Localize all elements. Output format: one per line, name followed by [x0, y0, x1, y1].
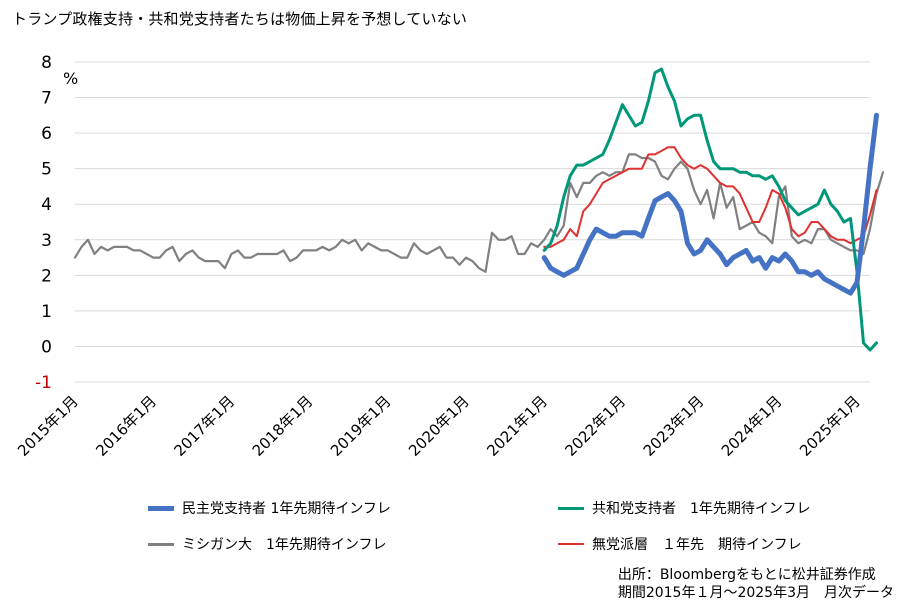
chart-title: トランプ政権支持・共和党支持者たちは物価上昇を予想していない	[12, 10, 468, 28]
source-line-1: 出所：Bloombergをもとに松井証券作成	[617, 567, 876, 583]
x-tick-label: 2018年1月	[249, 392, 317, 460]
legend-label-democrat: 民主党支持者 1年先期待インフレ	[182, 501, 391, 517]
x-tick-label: 2025年1月	[796, 392, 864, 460]
y-tick-label: 1	[41, 302, 52, 322]
x-tick-label: 2024年1月	[718, 392, 786, 460]
x-tick-label: 2020年1月	[405, 392, 473, 460]
y-tick-label: 4	[41, 195, 52, 215]
y-tick-label: 2	[41, 266, 52, 286]
legend-label-independent: 無党派層 １年先 期待インフレ	[592, 537, 802, 553]
x-tick-label: 2017年1月	[171, 392, 239, 460]
series-lines	[73, 67, 885, 352]
legend-item-independent: 無党派層 １年先 期待インフレ	[558, 534, 802, 554]
x-axis-ticks: 2015年1月 2016年1月 2017年1月 2018年1月 2019年1月 2020年…	[14, 392, 864, 460]
gridlines	[75, 61, 870, 383]
series-line-republican	[542, 67, 878, 352]
y-tick-label: 6	[41, 124, 52, 144]
legend-label-michigan: ミシガン大 1年先期待インフレ	[182, 537, 387, 553]
series-line-democrat	[541, 112, 879, 296]
y-tick-label: 5	[41, 160, 52, 180]
x-tick-label: 2021年1月	[483, 392, 551, 460]
source-line-2: 期間2015年１月～2025年3月 月次データ	[617, 585, 894, 601]
legend-swatch-michigan	[148, 542, 174, 546]
y-tick-label: 8	[41, 53, 52, 73]
legend-label-republican: 共和党支持者 1年先期待インフレ	[592, 501, 811, 517]
legend-item-democrat: 民主党支持者 1年先期待インフレ	[148, 498, 391, 518]
series-line-michigan	[73, 153, 885, 273]
legend-item-republican: 共和党支持者 1年先期待インフレ	[558, 498, 811, 518]
x-tick-label: 2019年1月	[327, 392, 395, 460]
y-tick-label: 7	[41, 89, 52, 109]
y-tick-label: -1	[35, 373, 52, 393]
source-note: 出所：Bloombergをもとに松井証券作成 期間2015年１月～2025年3月…	[618, 566, 894, 602]
y-axis-unit-label: %	[63, 69, 78, 88]
y-tick-label: 0	[41, 337, 52, 357]
x-tick-label: 2022年1月	[562, 392, 630, 460]
legend-swatch-republican	[558, 506, 584, 510]
x-tick-label: 2015年1月	[14, 392, 82, 460]
series-line-independent	[543, 146, 878, 248]
x-tick-label: 2023年1月	[640, 392, 708, 460]
legend-swatch-independent	[558, 543, 584, 545]
x-tick-label: 2016年1月	[92, 392, 160, 460]
y-tick-label: 3	[41, 231, 52, 251]
legend-item-michigan: ミシガン大 1年先期待インフレ	[148, 534, 387, 554]
y-axis-ticks: -1 0 1 2 3 4 5 6 7 8	[35, 53, 52, 393]
legend-swatch-democrat	[148, 505, 174, 511]
